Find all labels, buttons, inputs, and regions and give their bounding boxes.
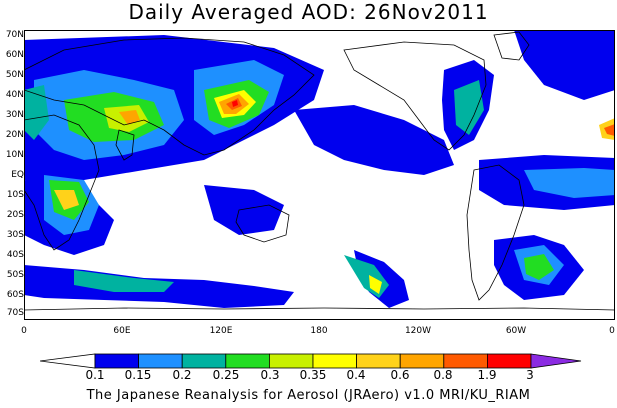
lat-label: 20N bbox=[5, 130, 24, 140]
lat-label: 40N bbox=[5, 90, 24, 100]
colorbar-cell bbox=[268, 353, 314, 369]
colorbar-label: 1.9 bbox=[477, 368, 497, 382]
map-title: Daily Averaged AOD: 26Nov2011 bbox=[128, 0, 489, 24]
lon-label: 60E bbox=[113, 326, 131, 336]
lat-label: 30N bbox=[5, 110, 24, 120]
colorbar-cell-over bbox=[530, 353, 582, 369]
colorbar-cell bbox=[443, 353, 488, 369]
lon-label: 120W bbox=[404, 326, 432, 336]
colorbar-cell bbox=[94, 353, 139, 369]
lat-label: EQ bbox=[11, 170, 24, 180]
colorbar-label: 0.8 bbox=[433, 368, 453, 382]
colorbar-label: 0.4 bbox=[346, 368, 366, 382]
colorbar-cell bbox=[486, 353, 532, 369]
colorbar-cell bbox=[356, 353, 401, 369]
lat-label: 10S bbox=[6, 190, 24, 200]
lat-label: 70N bbox=[5, 30, 24, 40]
lon-label: 60W bbox=[505, 326, 527, 336]
colorbar-label: 0.3 bbox=[260, 368, 280, 382]
colorbar-label: 0.35 bbox=[299, 368, 327, 382]
lat-label: 50S bbox=[6, 270, 24, 280]
lat-label: 60S bbox=[6, 290, 24, 300]
colorbar-label: 0.15 bbox=[124, 368, 152, 382]
colorbar-label: 0.1 bbox=[85, 368, 105, 382]
colorbar-cell-under bbox=[40, 353, 96, 369]
colorbar-cell bbox=[399, 353, 445, 369]
colorbar-label: 3 bbox=[526, 368, 534, 382]
lat-label: 60N bbox=[5, 50, 24, 60]
lat-label: 70S bbox=[6, 308, 24, 318]
credit-line: The Japanese Reanalysis for Aerosol (JRA… bbox=[86, 388, 531, 403]
lat-label: 50N bbox=[5, 70, 24, 80]
colorbar-label: 0.2 bbox=[172, 368, 192, 382]
colorbar-label: 0.25 bbox=[212, 368, 240, 382]
aod-map-canvas bbox=[24, 30, 615, 320]
colorbar-cell bbox=[225, 353, 270, 369]
colorbar-cell bbox=[181, 353, 227, 369]
aod-map bbox=[24, 30, 615, 320]
lat-label: 40S bbox=[6, 250, 24, 260]
colorbar-cell bbox=[138, 353, 183, 369]
colorbar-label: 0.6 bbox=[390, 368, 410, 382]
lat-label: 20S bbox=[6, 210, 24, 220]
map-frame bbox=[24, 30, 615, 320]
lon-label: 0 bbox=[609, 326, 615, 336]
lat-label: 30S bbox=[6, 230, 24, 240]
lon-label: 120E bbox=[209, 326, 233, 336]
aod-field-peak bbox=[119, 94, 615, 136]
colorbar bbox=[40, 353, 582, 369]
colorbar-cell bbox=[312, 353, 357, 369]
lon-label: 180 bbox=[310, 326, 328, 336]
coastlines bbox=[24, 31, 615, 311]
colorbar-cells bbox=[40, 353, 582, 369]
lat-label: 10N bbox=[5, 150, 24, 160]
lon-label: 0 bbox=[21, 326, 27, 336]
